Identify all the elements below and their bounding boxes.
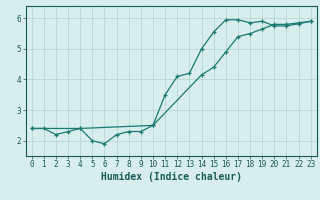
X-axis label: Humidex (Indice chaleur): Humidex (Indice chaleur)	[101, 172, 242, 182]
